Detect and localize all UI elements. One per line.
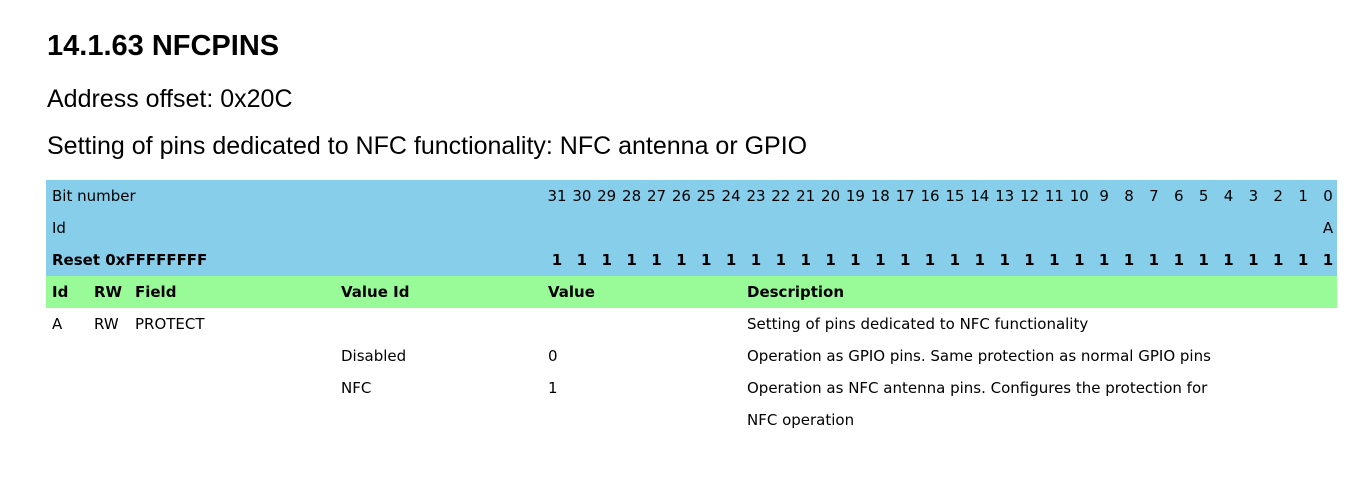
register-table: Bit number 31 30 29 28 27 26 25 24 23 22 21 20 19 18 1… bbox=[46, 180, 1337, 436]
bit-number: 17 bbox=[895, 187, 915, 205]
reset-bit-value: 1 bbox=[800, 251, 811, 269]
field-description: NFC operation bbox=[747, 411, 855, 429]
bit-number: 4 bbox=[1223, 187, 1234, 205]
reset-bit-value: 1 bbox=[1322, 251, 1334, 269]
bit-number: 1 bbox=[1298, 187, 1308, 205]
bit-number: 22 bbox=[771, 187, 791, 205]
section-title: 14.1.63 NFCPINS bbox=[47, 30, 280, 62]
reset-bit-value: 1 bbox=[626, 251, 637, 269]
field-id: A bbox=[52, 315, 63, 333]
reset-bit-value: 1 bbox=[1248, 251, 1259, 269]
bit-number: 11 bbox=[1044, 187, 1064, 205]
bit-number: 10 bbox=[1069, 187, 1089, 205]
bit-number: 23 bbox=[746, 187, 766, 205]
field-row: A RW PROTECT Setting of pins dedicated to N… bbox=[46, 308, 1337, 340]
register-description: Setting of pins dedicated to NFC functio… bbox=[47, 132, 808, 160]
field-rows: A RW PROTECT Setting of pins dedicated to N… bbox=[46, 308, 1337, 436]
reset-bit-value: 1 bbox=[551, 251, 563, 269]
field-row: Disabled 0 Operation as GPIO pins. Same pr… bbox=[46, 340, 1337, 372]
reset-bit-value: 1 bbox=[949, 251, 961, 269]
id-row: Id A bbox=[46, 212, 1337, 244]
field-description: Operation as GPIO pins. Same protection … bbox=[747, 347, 1211, 365]
header-description: Description bbox=[747, 283, 845, 301]
header-id: Id bbox=[52, 283, 69, 301]
reset-bit-value: 1 bbox=[651, 251, 662, 269]
bit-number-row: Bit number 31 30 29 28 27 26 25 24 23 22 21 20 19 18 1… bbox=[46, 180, 1337, 212]
reset-bit-value: 1 bbox=[676, 251, 687, 269]
bit-number: 0 bbox=[1323, 187, 1333, 205]
bit-number: 26 bbox=[671, 187, 691, 205]
reset-bit-value: 1 bbox=[1098, 251, 1110, 269]
reset-bit-value: 1 bbox=[974, 251, 986, 269]
bit-number: 12 bbox=[1019, 187, 1040, 205]
reset-bit-value: 1 bbox=[899, 251, 911, 269]
reset-bit-value: 1 bbox=[850, 251, 861, 269]
reset-bit-value: 1 bbox=[1272, 251, 1284, 269]
bit-number: 14 bbox=[970, 187, 990, 205]
reset-bit-value: 1 bbox=[1148, 251, 1160, 269]
reset-bit-value: 1 bbox=[1198, 251, 1209, 269]
reset-bit-value: 1 bbox=[924, 251, 936, 269]
header-field: Field bbox=[135, 283, 177, 301]
bit-number: 5 bbox=[1198, 187, 1209, 205]
reset-bit-value: 1 bbox=[601, 251, 612, 269]
bit-number: 9 bbox=[1099, 187, 1109, 205]
bit-number: 13 bbox=[995, 187, 1015, 205]
bit-number: 29 bbox=[597, 187, 617, 205]
bit-number: 28 bbox=[622, 187, 642, 205]
id-label: Id bbox=[52, 219, 66, 237]
reset-bit-value: 1 bbox=[999, 251, 1010, 269]
bit-number: 15 bbox=[945, 187, 965, 205]
field-header-row: Id RW Field Value Id Value Description bbox=[46, 276, 1337, 308]
reset-bit-value: 1 bbox=[1173, 251, 1185, 269]
reset-bit-value: 1 bbox=[1074, 251, 1085, 269]
field-description: Setting of pins dedicated to NFC functio… bbox=[747, 315, 1089, 333]
field-row: NFC 1 Operation as NFC antenna pins. Confi… bbox=[46, 372, 1337, 404]
header-value: Value bbox=[548, 283, 595, 301]
bit-number: 21 bbox=[796, 187, 816, 205]
field-row: NFC operation bbox=[46, 404, 1337, 436]
field-name: PROTECT bbox=[135, 315, 205, 333]
header-rw: RW bbox=[94, 283, 123, 301]
bit-number: 6 bbox=[1174, 187, 1184, 205]
bit-number: 3 bbox=[1248, 187, 1259, 205]
bit-number: 18 bbox=[870, 187, 890, 205]
address-offset: Address offset: 0x20C bbox=[47, 85, 293, 113]
bit-number: 7 bbox=[1149, 187, 1159, 205]
bit-number: 27 bbox=[646, 187, 667, 205]
reset-bit-value: 1 bbox=[875, 251, 886, 269]
reset-bit-value: 1 bbox=[576, 251, 588, 269]
bit-number: 19 bbox=[845, 187, 865, 205]
reset-bit-value: 1 bbox=[725, 251, 737, 269]
header-value-id: Value Id bbox=[341, 283, 410, 301]
reset-bit-value: 1 bbox=[1123, 251, 1135, 269]
field-value: 0 bbox=[548, 347, 558, 365]
reset-bit-value: 1 bbox=[825, 251, 836, 269]
bit-number-label: Bit number bbox=[52, 187, 136, 205]
bit-number: 30 bbox=[572, 187, 592, 205]
reset-bit-value: 1 bbox=[1049, 251, 1060, 269]
bit-number: 16 bbox=[920, 187, 940, 205]
bit-number: 25 bbox=[696, 187, 716, 205]
bit-number: 8 bbox=[1124, 187, 1134, 205]
reset-bit-value: 1 bbox=[1223, 251, 1234, 269]
reset-label: Reset 0xFFFFFFFF bbox=[52, 251, 208, 269]
field-value-id: Disabled bbox=[341, 347, 407, 365]
bit-number: 24 bbox=[721, 187, 741, 205]
field-rw: RW bbox=[94, 315, 119, 333]
bit-number: 20 bbox=[821, 187, 841, 205]
field-description: Operation as NFC antenna pins. Configure… bbox=[747, 379, 1208, 397]
field-value-id: NFC bbox=[341, 379, 372, 397]
bit-id: A bbox=[1322, 219, 1334, 237]
reset-bit-value: 1 bbox=[1297, 251, 1309, 269]
reset-bit-value: 1 bbox=[775, 251, 787, 269]
reset-bit-value: 1 bbox=[700, 251, 712, 269]
bit-number: 31 bbox=[547, 187, 567, 205]
reset-bit-value: 1 bbox=[1024, 251, 1035, 269]
bit-number: 2 bbox=[1273, 187, 1283, 205]
reset-bit-value: 1 bbox=[750, 251, 762, 269]
field-value: 1 bbox=[548, 379, 558, 397]
